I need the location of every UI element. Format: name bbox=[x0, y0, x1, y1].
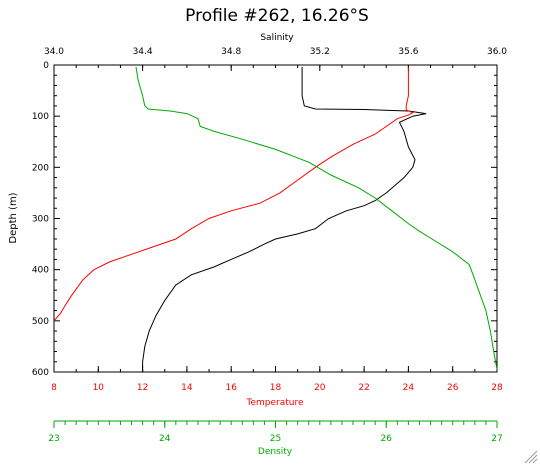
depth-tick-label: 500 bbox=[32, 317, 49, 327]
temperature-tick-label: 18 bbox=[270, 383, 282, 393]
density-tick-label: 23 bbox=[48, 434, 59, 444]
salinity-tick-label: 35.2 bbox=[310, 47, 330, 57]
data-series bbox=[53, 66, 498, 372]
depth-tick-label: 0 bbox=[43, 61, 49, 71]
density-tick-label: 26 bbox=[381, 434, 393, 444]
depth-tick-label: 600 bbox=[32, 368, 49, 378]
resize-grip-icon[interactable] bbox=[524, 450, 538, 464]
temperature-tick-label: 8 bbox=[51, 383, 57, 393]
salinity-axis-label: Salinity bbox=[260, 33, 294, 43]
temperature-tick-label: 14 bbox=[181, 383, 193, 393]
density-tick-label: 24 bbox=[159, 434, 171, 444]
salinity-tick-label: 36.0 bbox=[487, 47, 507, 57]
temperature-axis-label: Temperature bbox=[245, 398, 303, 408]
density-profile-line bbox=[135, 66, 498, 370]
temperature-tick-label: 20 bbox=[314, 383, 326, 393]
temperature-tick-label: 28 bbox=[491, 383, 503, 393]
axis-ticks: 0 100 200 300 400 500 600 34.0 34.4 34.8 35.2 35.6 3… bbox=[32, 47, 507, 444]
depth-tick-label: 100 bbox=[32, 112, 49, 122]
depth-tick-label: 300 bbox=[32, 215, 49, 225]
density-axis-label: Density bbox=[258, 447, 293, 457]
plot-frame bbox=[53, 64, 498, 373]
density-tick-label: 25 bbox=[270, 434, 281, 444]
density-tick-label: 27 bbox=[491, 434, 502, 444]
temperature-tick-label: 26 bbox=[447, 383, 459, 393]
salinity-tick-label: 34.4 bbox=[133, 47, 153, 57]
salinity-tick-label: 35.6 bbox=[398, 47, 418, 57]
temperature-tick-label: 10 bbox=[93, 383, 105, 393]
temperature-tick-label: 24 bbox=[403, 383, 415, 393]
depth-axis-label: Depth (m) bbox=[8, 192, 19, 243]
temperature-tick-label: 12 bbox=[137, 383, 148, 393]
salinity-tick-label: 34.0 bbox=[44, 47, 64, 57]
temperature-tick-label: 16 bbox=[225, 383, 237, 393]
chart-title: Profile #262, 16.26°S bbox=[185, 6, 369, 26]
depth-tick-label: 400 bbox=[32, 266, 49, 276]
salinity-tick-label: 34.8 bbox=[221, 47, 241, 57]
depth-tick-label: 200 bbox=[32, 163, 49, 173]
temperature-tick-label: 22 bbox=[358, 383, 369, 393]
salinity-profile-line bbox=[142, 67, 427, 372]
temperature-profile-line bbox=[53, 67, 414, 322]
